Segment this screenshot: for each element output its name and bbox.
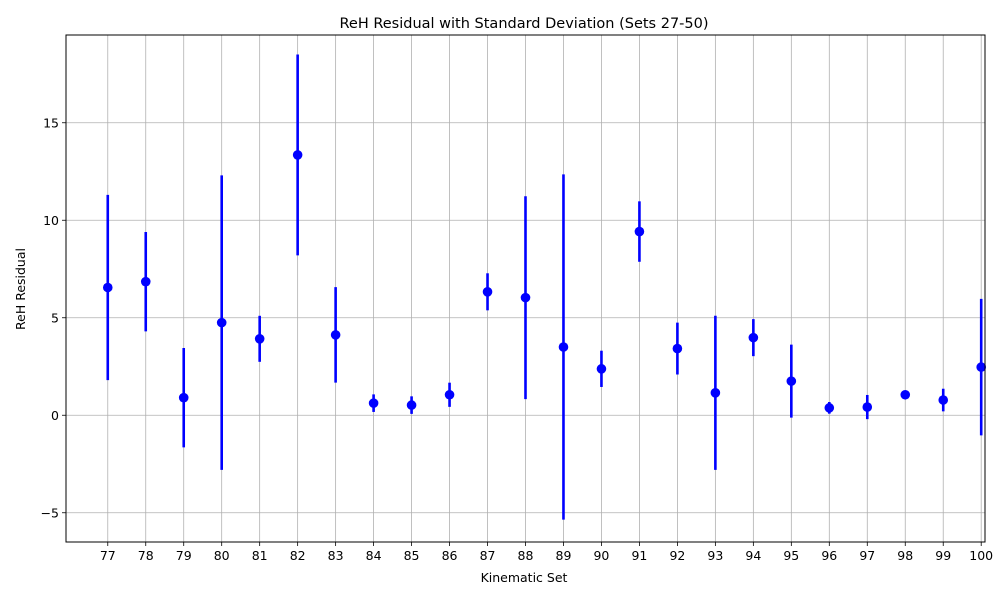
x-tick-label: 95 [783,548,799,563]
x-tick-label: 81 [252,548,268,563]
data-point [330,330,341,340]
y-tick-label: 0 [51,408,59,423]
data-point [102,282,113,293]
x-tick-label: 92 [669,548,685,563]
x-tick-label: 80 [214,548,230,563]
data-point [558,342,569,352]
x-tick-label: 91 [631,548,647,563]
x-axis-ticks: 77 78 79 80 81 82 83 84 85 86 87 88 89 90 91 92 93 94 95 96… [100,542,993,563]
data-points [102,150,987,413]
x-tick-label: 85 [404,548,420,563]
x-tick-label: 94 [745,548,761,563]
x-tick-label: 90 [593,548,609,563]
y-axis-label: ReH Residual [13,248,28,330]
x-tick-label: 87 [480,548,496,563]
x-tick-label: 89 [556,548,572,563]
x-tick-label: 96 [821,548,837,563]
x-tick-label: 83 [328,548,344,563]
x-tick-label: 79 [176,548,192,563]
x-tick-label: 93 [707,548,723,563]
data-point [824,403,835,413]
chart-title: ReH Residual with Standard Deviation (Se… [339,16,708,32]
data-point [596,364,607,374]
data-point [178,392,189,403]
data-point [406,400,417,410]
data-point [672,343,683,354]
y-tick-label: 5 [51,310,59,325]
data-point [520,292,531,303]
x-tick-label: 100 [969,548,993,563]
x-tick-label: 98 [897,548,913,563]
x-tick-label: 99 [935,548,951,563]
x-tick-label: 77 [100,548,116,563]
error-bars [106,54,983,520]
data-point [976,362,987,372]
x-tick-label: 84 [366,548,382,563]
data-point [292,150,303,160]
x-axis-label: Kinematic Set [481,570,568,585]
data-point [710,388,721,398]
data-point [900,389,911,400]
data-point [216,317,227,328]
x-tick-label: 88 [518,548,534,563]
data-point [444,389,455,400]
y-tick-label: 10 [43,213,59,228]
x-tick-label: 86 [442,548,458,563]
data-point [254,334,265,344]
y-tick-label: −5 [41,505,59,520]
data-point [634,226,645,237]
data-point [748,332,759,343]
y-tick-label: 15 [43,115,59,130]
x-tick-label: 97 [859,548,875,563]
data-point [368,398,379,408]
x-tick-label: 78 [138,548,154,563]
data-point [862,402,873,412]
y-axis-ticks: −5 0 5 10 15 [41,115,66,520]
data-point [140,276,151,287]
data-point [482,287,493,297]
x-tick-label: 82 [290,548,306,563]
data-point [786,376,797,386]
data-point [938,395,949,405]
